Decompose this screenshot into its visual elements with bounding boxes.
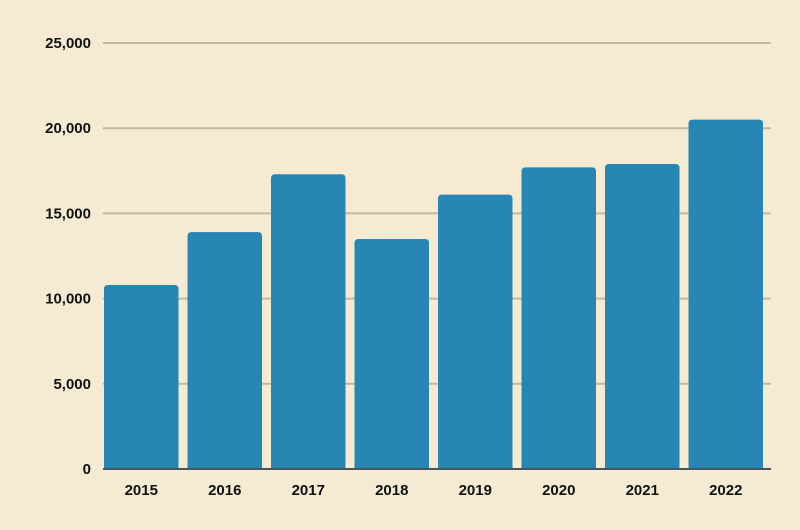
- x-tick-label: 2017: [292, 482, 325, 499]
- x-tick-label: 2015: [125, 482, 158, 499]
- y-tick-label: 15,000: [45, 205, 91, 222]
- x-axis-tick-labels: 2015 2016 2017 2018 2019 2020 2021 2022: [125, 482, 743, 499]
- bar-2016: [187, 232, 262, 469]
- bar-2022: [688, 119, 763, 470]
- y-tick-label: 5,000: [53, 376, 91, 393]
- x-tick-label: 2016: [208, 482, 241, 499]
- x-tick-label: 2018: [375, 482, 408, 499]
- x-tick-label: 2021: [626, 482, 659, 499]
- y-tick-label: 25,000: [45, 35, 91, 52]
- y-tick-label: 10,000: [45, 291, 91, 308]
- y-tick-label: 0: [83, 461, 91, 478]
- x-tick-label: 2019: [459, 482, 492, 499]
- bar-2015: [104, 284, 179, 469]
- bar-2018: [354, 238, 429, 469]
- x-tick-label: 2022: [709, 482, 742, 499]
- y-axis-tick-labels: 0 5,000 10,000 15,000 20,000 25,000: [45, 35, 91, 478]
- bar-2020: [521, 167, 596, 469]
- bar-2021: [605, 163, 680, 469]
- bar-2017: [271, 174, 346, 469]
- bar-2019: [438, 194, 513, 469]
- y-tick-label: 20,000: [45, 120, 91, 137]
- bars: [104, 119, 763, 470]
- x-tick-label: 2020: [542, 482, 575, 499]
